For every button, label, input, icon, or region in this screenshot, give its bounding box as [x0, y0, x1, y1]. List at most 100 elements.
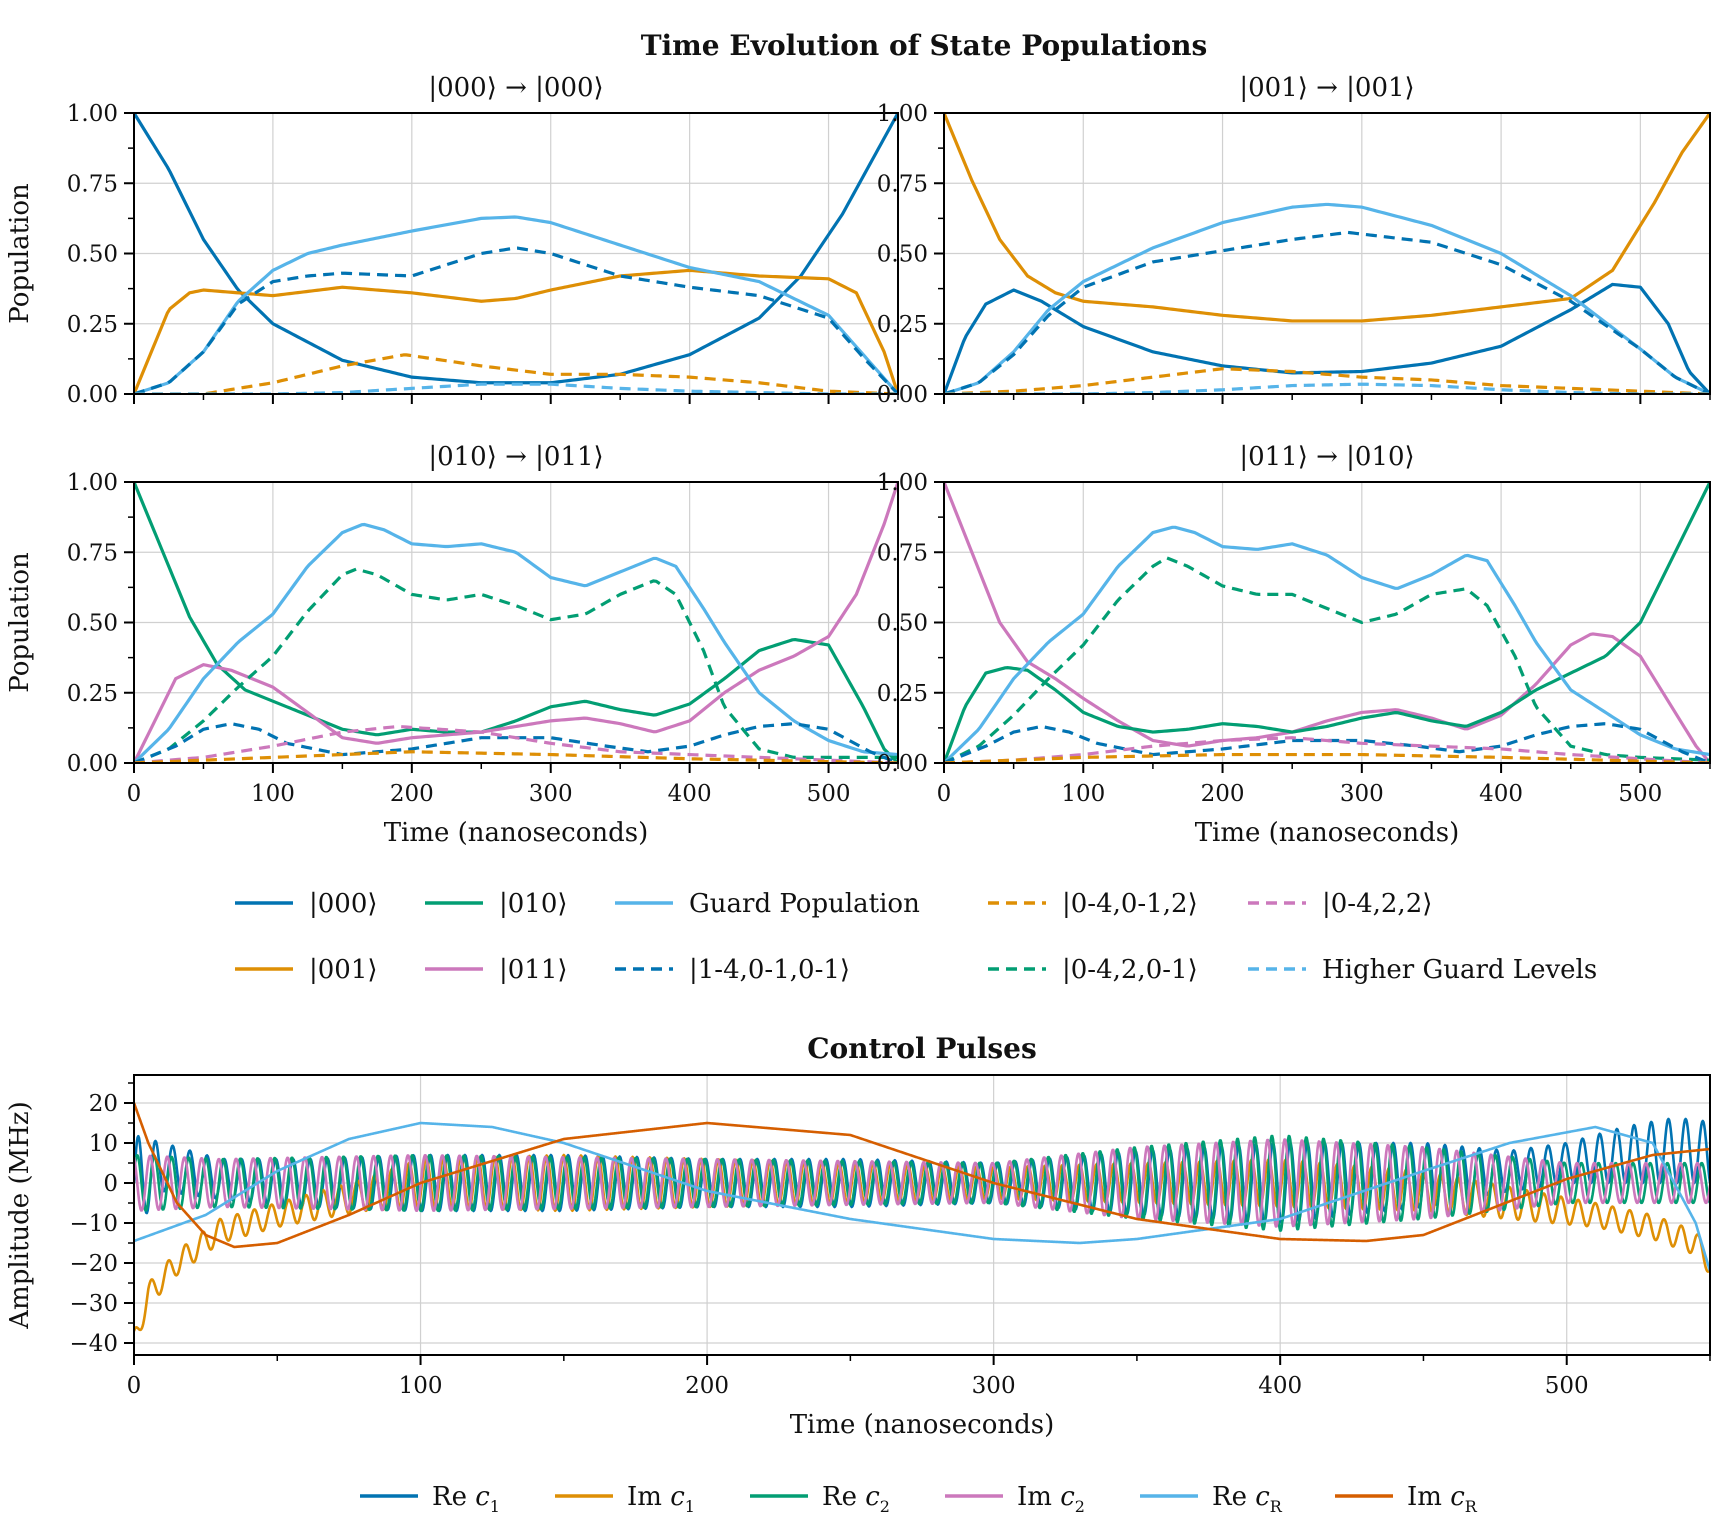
y-tick-label: 0.25 — [877, 312, 928, 338]
x-axis-label: Time (nanoseconds) — [1195, 818, 1460, 848]
series-line-0-4-2-2 — [134, 724, 898, 763]
legend-item-0-4-2-0-1: |0-4,2,0-1⟩ — [988, 955, 1198, 985]
y-tick-label: 0.25 — [877, 681, 928, 707]
legend-label: Guard Population — [689, 889, 920, 919]
y-tick-label: 0.50 — [877, 242, 928, 268]
legend-label: |0-4,2,0-1⟩ — [1062, 955, 1198, 985]
x-tick-label: 100 — [1061, 781, 1105, 807]
x-tick-label: 0 — [127, 1373, 142, 1399]
legend-label: Re cR — [1212, 1482, 1283, 1516]
x-tick-label: 0 — [127, 781, 142, 807]
series-line-1-4-0-1-0-1 — [944, 722, 1710, 763]
x-tick-label: 100 — [399, 1373, 443, 1399]
panel-3: 0 100 200 300 400 500 Time (nanoseconds) 0.00 0.… — [877, 442, 1711, 848]
y-tick-label: −20 — [69, 1251, 118, 1277]
x-tick-label: 300 — [972, 1373, 1016, 1399]
legend-label: |000⟩ — [309, 889, 378, 919]
x-tick-label: 400 — [1258, 1373, 1302, 1399]
panel-title: |001⟩ → |001⟩ — [1239, 73, 1414, 103]
y-tick-label: 0 — [103, 1171, 118, 1197]
legend-label: |0-4,2,2⟩ — [1322, 889, 1432, 919]
series-line-higher-guard-levels — [134, 382, 898, 394]
legend-label: Higher Guard Levels — [1322, 955, 1597, 985]
series-line-0-4-2-0-1 — [944, 556, 1710, 763]
population-legend: |000⟩ |001⟩ |010⟩ |011⟩ Guard Population |1-4… — [235, 889, 1597, 985]
series-line-im-c — [134, 1138, 1710, 1228]
series-group — [134, 113, 898, 394]
legend-label: Im cR — [1407, 1482, 1478, 1516]
axes-frame — [133, 1074, 1711, 1356]
legend-label: Re c2 — [822, 1482, 890, 1516]
series-line-guard-population — [134, 215, 898, 394]
x-tick-label: 100 — [251, 781, 295, 807]
series-line-guard-population — [944, 202, 1710, 394]
series-line-001 — [134, 268, 898, 394]
y-tick-label: 0.00 — [67, 751, 118, 777]
panel-0: 0.00 0.25 0.50 0.75 1.00 Population |000⟩ → |0… — [5, 73, 899, 408]
series-line-higher-guard-levels — [944, 382, 1710, 394]
y-tick-label: 20 — [89, 1091, 118, 1117]
series-line-guard-population — [944, 525, 1710, 763]
series-group — [134, 482, 898, 763]
x-tick-label: 200 — [1201, 781, 1245, 807]
y-tick-label: 1.00 — [877, 470, 928, 496]
series-line-0-4-0-1-2 — [134, 750, 898, 763]
x-tick-label: 500 — [1545, 1373, 1589, 1399]
x-axis-label: Time (nanoseconds) — [384, 818, 649, 848]
y-tick-label: 1.00 — [67, 101, 118, 127]
y-tick-label: 0.50 — [67, 242, 118, 268]
series-line-001 — [944, 113, 1710, 323]
series-line-0-4-2-0-1 — [134, 567, 898, 763]
x-tick-label: 200 — [685, 1373, 729, 1399]
x-tick-label: 500 — [1618, 781, 1662, 807]
panel-2: 0 100 200 300 400 500 Time (nanoseconds) 0.00 0.… — [5, 442, 899, 848]
figure-title: Time Evolution of State Populations — [641, 29, 1208, 62]
y-axis-label: Amplitude (MHz) — [5, 1101, 35, 1329]
legend-item-guard-population: Guard Population — [615, 889, 920, 919]
panel-title: Control Pulses — [807, 1032, 1036, 1065]
series-line-011 — [134, 482, 898, 763]
y-tick-label: −40 — [69, 1331, 118, 1357]
y-tick-label: 0.75 — [877, 540, 928, 566]
y-tick-label: 0.25 — [67, 312, 118, 338]
y-tick-label: 0.25 — [67, 681, 118, 707]
y-tick-label: 1.00 — [877, 101, 928, 127]
legend-label: |1-4,0-1,0-1⟩ — [689, 955, 850, 985]
y-axis-label: Population — [5, 183, 35, 324]
series-line-0-4-0-1-2 — [134, 353, 898, 394]
legend-label: |011⟩ — [499, 955, 568, 985]
panel-title: |010⟩ → |011⟩ — [428, 442, 603, 472]
series-line-0-4-2-2 — [944, 736, 1710, 763]
panel-title: |011⟩ → |010⟩ — [1239, 442, 1414, 472]
legend-item-im-c-2: Im c2 — [945, 1482, 1085, 1516]
series-line-010 — [944, 482, 1710, 763]
y-tick-label: 0.50 — [67, 611, 118, 637]
legend-label: |010⟩ — [499, 889, 568, 919]
legend-item-0-4-2-2: |0-4,2,2⟩ — [1248, 889, 1432, 919]
population-panels: 0.00 0.25 0.50 0.75 1.00 Population |000⟩ → |0… — [5, 73, 1711, 848]
y-tick-label: 0.75 — [877, 171, 928, 197]
series-line-re-c — [134, 1134, 1710, 1232]
series-line-010 — [134, 482, 898, 763]
series-line-re-c-r — [134, 1121, 1710, 1272]
legend-item-re-c-2: Re c2 — [750, 1482, 890, 1516]
legend-item-001: |001⟩ — [235, 955, 378, 985]
y-tick-label: 1.00 — [67, 470, 118, 496]
panel-1: 0.00 0.25 0.50 0.75 1.00 |001⟩ → |001⟩ — [877, 73, 1711, 408]
series-line-1-4-0-1-0-1 — [944, 230, 1710, 394]
series-group — [944, 482, 1710, 763]
y-tick-label: 0.75 — [67, 171, 118, 197]
y-axis-label: Population — [5, 552, 35, 693]
legend-item-011: |011⟩ — [425, 955, 568, 985]
series-line-guard-population — [134, 522, 898, 763]
legend-item-re-c-1: Re c1 — [360, 1482, 500, 1516]
x-tick-label: 0 — [937, 781, 952, 807]
legend-item-re-c-r: Re cR — [1140, 1482, 1283, 1516]
series-line-011 — [944, 482, 1710, 763]
legend-item-higher-guard-levels: Higher Guard Levels — [1248, 955, 1597, 985]
series-line-im-c-r — [134, 1102, 1710, 1249]
panel-title: |000⟩ → |000⟩ — [428, 73, 603, 103]
